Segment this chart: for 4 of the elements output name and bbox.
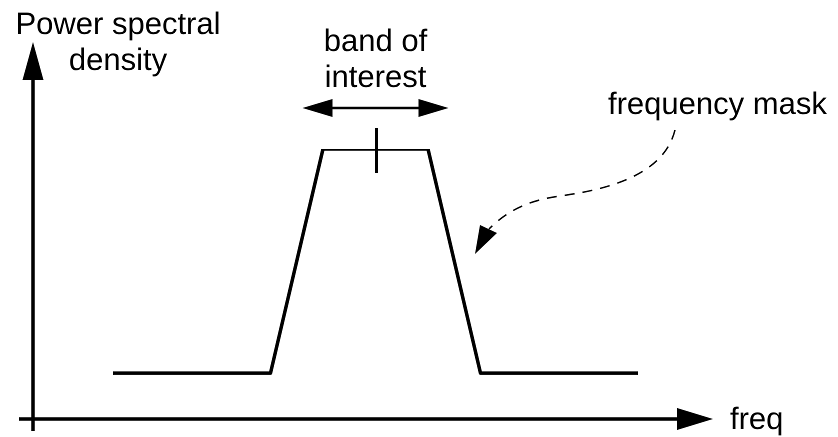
text: band of interest [322,23,428,95]
x-axis-title: freq [730,401,784,437]
text: frequency mask [608,86,827,122]
y-axis-title: Power spectral density [14,6,222,78]
